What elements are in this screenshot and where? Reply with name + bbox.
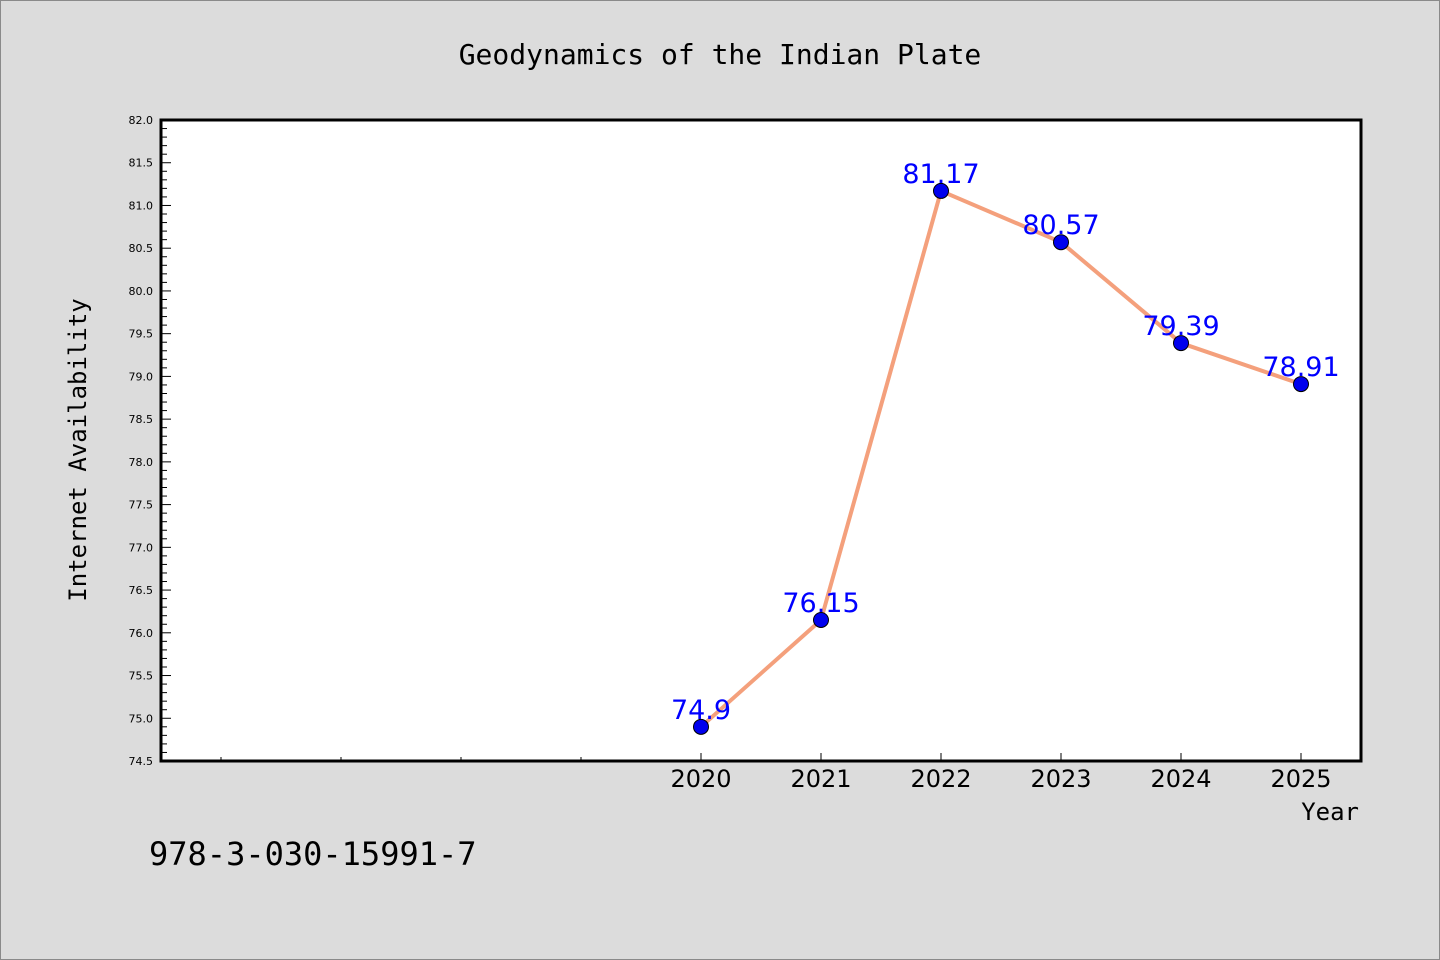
y-tick-label: 78.0 bbox=[129, 456, 154, 469]
data-point bbox=[1053, 234, 1069, 251]
x-axis: 2020 2021 2022 2023 2024 2025 bbox=[220, 753, 1332, 793]
y-tick-label: 77.0 bbox=[129, 541, 154, 554]
data-point bbox=[933, 182, 949, 199]
plot-area bbox=[159, 118, 1363, 763]
data-label: 78.91 bbox=[1262, 352, 1339, 383]
y-tick-label: 76.5 bbox=[129, 584, 154, 597]
series-internet-availability: 74.9 76.15 81.17 80.57 79.39 78.91 bbox=[671, 159, 1340, 735]
y-tick-label: 79.5 bbox=[129, 328, 154, 341]
isbn-label: 978-3-030-15991-7 bbox=[149, 835, 477, 873]
data-label: 74.9 bbox=[671, 695, 731, 726]
data-point bbox=[1293, 376, 1309, 393]
y-tick-label: 80.0 bbox=[129, 285, 154, 298]
y-tick-label: 82.0 bbox=[129, 114, 154, 127]
x-tick-label: 2022 bbox=[910, 765, 971, 793]
chart-title: Geodynamics of the Indian Plate bbox=[459, 38, 982, 71]
series-line bbox=[699, 188, 1302, 729]
data-label: 81.17 bbox=[902, 159, 979, 190]
data-point bbox=[813, 611, 829, 628]
data-point bbox=[693, 718, 709, 735]
x-axis-label: Year bbox=[1301, 798, 1359, 826]
x-tick-label: 2023 bbox=[1030, 765, 1091, 793]
y-tick-label: 76.0 bbox=[129, 627, 154, 640]
y-tick-label: 74.5 bbox=[129, 755, 154, 768]
data-point bbox=[1173, 335, 1189, 352]
x-tick-label: 2021 bbox=[790, 765, 851, 793]
y-tick-label: 80.5 bbox=[129, 242, 154, 255]
data-label: 79.39 bbox=[1142, 311, 1219, 342]
y-axis-label: Internet Availability bbox=[64, 298, 92, 601]
x-tick-label: 2020 bbox=[670, 765, 731, 793]
y-axis: 74.5 75.0 75.5 76.0 76.5 77.0 77.5 78.0 78.5 79.0… bbox=[129, 114, 171, 768]
data-label: 80.57 bbox=[1022, 210, 1099, 241]
y-tick-label: 77.5 bbox=[129, 499, 154, 512]
y-tick-label: 75.5 bbox=[129, 670, 154, 683]
y-tick-label: 78.5 bbox=[129, 413, 154, 426]
x-tick-label: 2024 bbox=[1150, 765, 1211, 793]
x-tick-label: 2025 bbox=[1270, 765, 1331, 793]
y-tick-label: 81.0 bbox=[129, 199, 154, 212]
data-label: 76.15 bbox=[782, 588, 859, 619]
y-tick-label: 81.5 bbox=[129, 157, 154, 170]
y-tick-label: 75.0 bbox=[129, 712, 154, 725]
y-tick-label: 79.0 bbox=[129, 370, 154, 383]
